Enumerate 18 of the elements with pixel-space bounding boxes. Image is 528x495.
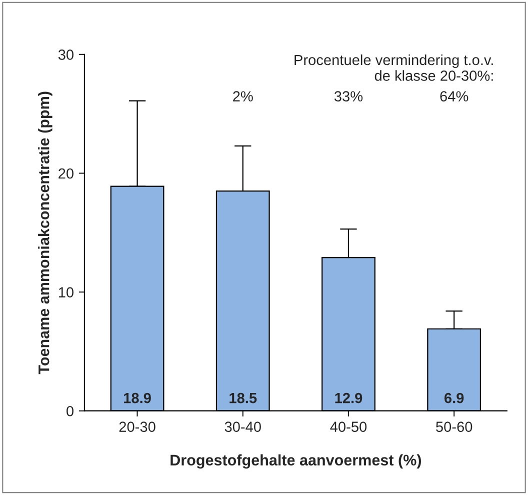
x-tick-label: 30-40 bbox=[224, 422, 261, 432]
data-label: 18.5 bbox=[230, 392, 257, 404]
annotation: 64% bbox=[440, 91, 468, 102]
x-tick-label: 50-60 bbox=[436, 422, 472, 432]
data-label: 18.9 bbox=[124, 392, 151, 404]
data-label: 12.9 bbox=[335, 392, 362, 404]
y-tick-label: 30 bbox=[58, 50, 74, 60]
y-tick-label: 10 bbox=[58, 287, 74, 298]
annotation: Procentuele vermindering t.o.v. de klasse 20-30%: bbox=[294, 54, 493, 81]
x-tick-label: 40-50 bbox=[330, 422, 367, 432]
y-tick-label: 20 bbox=[58, 168, 74, 179]
annotation: 33% bbox=[334, 91, 363, 102]
x-tick-label: 20-30 bbox=[119, 422, 156, 432]
x-axis-title: Drogestofgehalte aanvoermest (%) bbox=[170, 454, 421, 469]
annotation: 2% bbox=[233, 91, 253, 102]
y-tick-label: 0 bbox=[66, 406, 74, 416]
data-label: 6.9 bbox=[444, 392, 464, 404]
y-axis-title: Toename ammoniakconcentratie (ppm) bbox=[38, 92, 52, 374]
